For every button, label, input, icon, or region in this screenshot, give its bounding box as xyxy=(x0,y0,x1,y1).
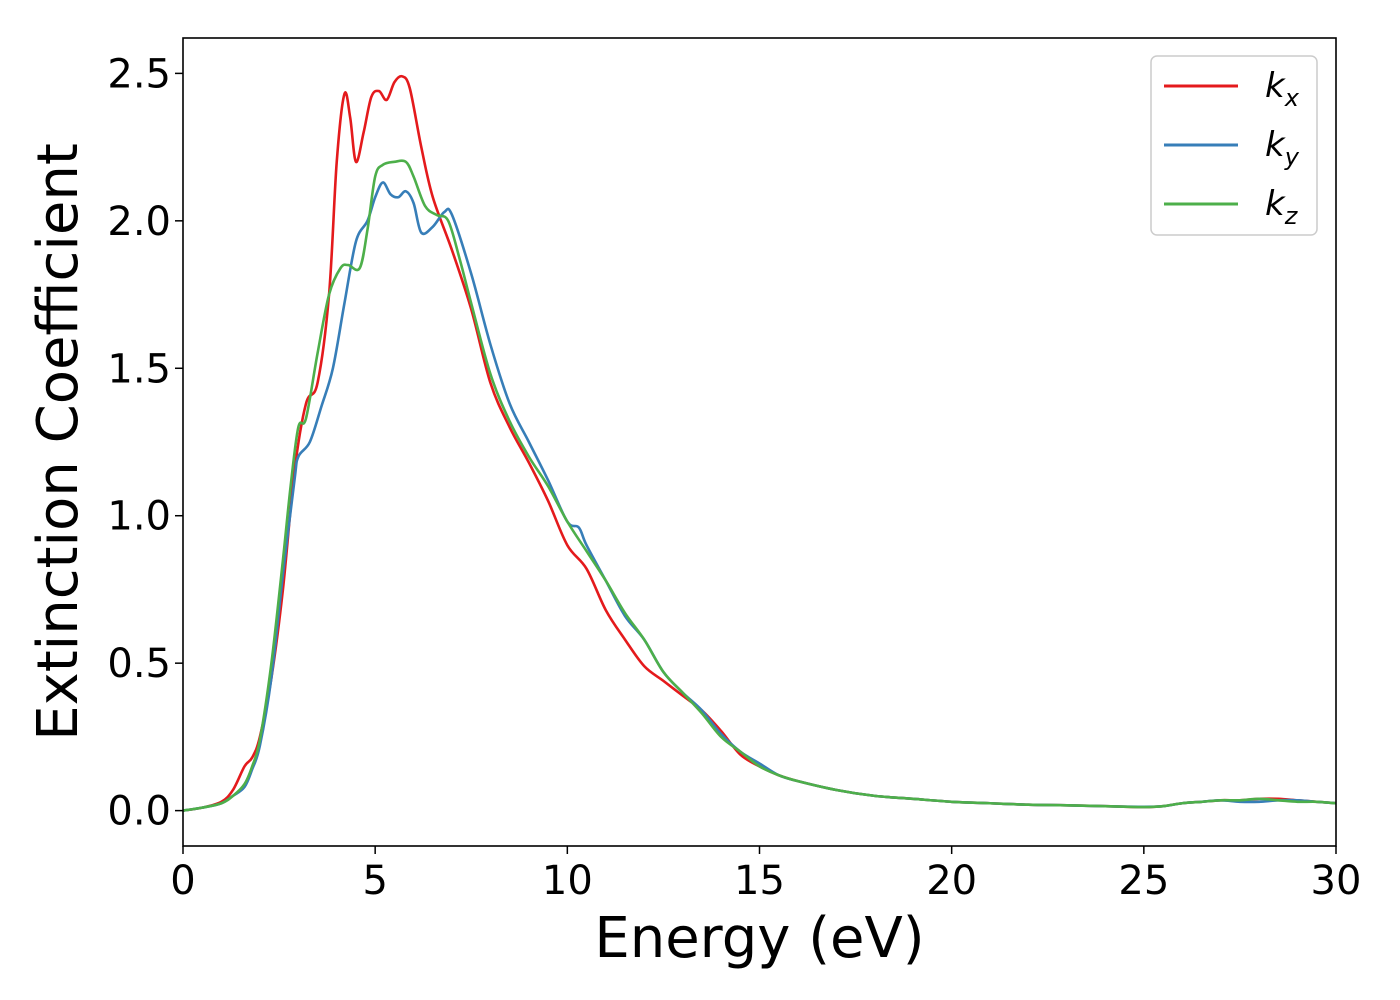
x-tick-label: 0 xyxy=(170,858,195,904)
legend-label-z: kz xyxy=(1265,184,1299,230)
y-tick-label: 1.0 xyxy=(107,494,171,540)
series-line-z xyxy=(183,159,1336,812)
x-axis-ticks: 0 5 10 15 20 25 30 xyxy=(170,846,1361,904)
x-tick-label: 20 xyxy=(926,858,977,904)
x-axis-label: Energy (eV) xyxy=(594,906,924,971)
x-tick-label: 15 xyxy=(734,858,785,904)
x-tick-label: 10 xyxy=(542,858,593,904)
y-tick-label: 2.5 xyxy=(107,51,171,97)
y-tick-label: 2.0 xyxy=(107,199,171,245)
y-axis-ticks: 0.0 0.5 1.0 1.5 2.0 2.5 xyxy=(107,51,183,835)
series-layer xyxy=(183,74,1336,812)
y-tick-label: 1.5 xyxy=(107,346,171,392)
y-tick-label: 0.0 xyxy=(107,789,171,835)
x-tick-label: 30 xyxy=(1311,858,1362,904)
series-line-y xyxy=(183,181,1336,812)
y-axis-label: Extinction Coefficient xyxy=(26,143,91,741)
legend-label-y: ky xyxy=(1265,125,1300,171)
y-tick-label: 0.5 xyxy=(107,641,171,687)
legend-label-x: kx xyxy=(1265,66,1300,112)
x-tick-label: 5 xyxy=(362,858,387,904)
legend: kx ky kz xyxy=(1150,55,1318,236)
x-tick-label: 25 xyxy=(1118,858,1169,904)
